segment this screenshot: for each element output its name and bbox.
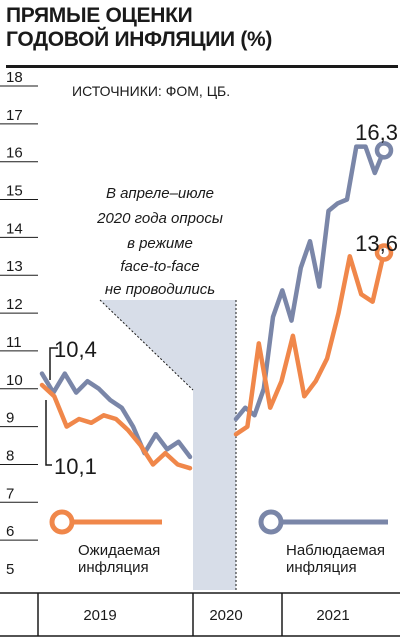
y-tick-label: 8: [6, 447, 14, 464]
legend-expected-marker: [49, 509, 75, 535]
y-tick-label: 5: [6, 561, 14, 578]
legend-observed-marker: [258, 509, 284, 535]
y-tick-label: 10: [6, 372, 23, 389]
x-axis: 2019 2020 2021: [0, 592, 400, 637]
end-label-expected: 13,6: [355, 231, 398, 256]
y-tick-label: 6: [6, 523, 14, 540]
y-tick-label: 16: [6, 145, 23, 162]
survey-gap-area: [100, 300, 236, 590]
y-tick-label: 11: [6, 334, 22, 351]
title-rule: [6, 65, 398, 68]
legend-observed: Наблюдаемая инфляция: [258, 509, 388, 576]
y-tick-label: 12: [6, 296, 23, 313]
end-marker-observed: [374, 141, 394, 160]
series-observed-segment-1: [39, 371, 193, 460]
gap-note-line-5: не проводились: [105, 281, 215, 298]
y-tick-label: 13: [6, 258, 23, 275]
series-expected-segment-1: [39, 382, 193, 471]
y-tick-label: 17: [6, 107, 23, 124]
legend-observed-label-1: Наблюдаемая: [286, 542, 385, 559]
start-label-leader-observed: [49, 347, 58, 380]
start-labels: 10,4 10,1: [45, 337, 97, 479]
series-expected-segment-2: [233, 250, 387, 437]
y-tick-label: 15: [6, 183, 23, 200]
start-label-leader-expected: [45, 400, 52, 466]
y-tick-labels: 5 6 7 8 9 10 11 12 13 14 15 16 17 18: [6, 69, 23, 578]
grid-lines: [0, 85, 38, 541]
series-lines: [39, 144, 387, 471]
series-observed-segment-2: [233, 144, 387, 422]
gap-guide-left: [99, 299, 194, 391]
y-tick-label: 14: [6, 220, 23, 237]
gap-note-line-4: face-to-face: [120, 258, 199, 275]
title-line-2: ГОДОВОЙ ИНФЛЯЦИИ (%): [6, 28, 273, 51]
end-points: [374, 141, 394, 262]
start-label-expected: 10,1: [54, 454, 97, 479]
y-tick-label: 18: [6, 69, 23, 86]
chart-title: ПРЯМЫЕ ОЦЕНКИ ГОДОВОЙ ИНФЛЯЦИИ (%): [6, 4, 272, 52]
end-label-observed: 16,3: [355, 120, 398, 145]
x-label-2020: 2020: [209, 607, 242, 624]
x-label-2021: 2021: [316, 607, 349, 624]
legend-expected-label-2: инфляция: [78, 559, 149, 576]
gap-note-line-3: в режиме: [127, 235, 193, 252]
gap-note: В апреле–июле 2020 года опросы в режиме …: [96, 185, 223, 298]
x-label-2019: 2019: [83, 607, 116, 624]
start-label-observed: 10,4: [54, 337, 97, 362]
y-tick-label: 7: [6, 485, 14, 502]
source-note: ИСТОЧНИКИ: ФОМ, ЦБ.: [72, 83, 230, 99]
title-line-1: ПРЯМЫЕ ОЦЕНКИ: [6, 4, 193, 27]
legend-expected: Ожидаемая инфляция: [49, 509, 162, 576]
gap-note-line-1: В апреле–июле: [106, 185, 214, 202]
end-marker-expected: [374, 243, 394, 262]
y-tick-label: 9: [6, 410, 14, 427]
legend-observed-label-2: инфляция: [286, 559, 357, 576]
legend-expected-label-1: Ожидаемая: [78, 542, 160, 559]
gap-note-line-2: 2020 года опросы: [96, 210, 223, 227]
